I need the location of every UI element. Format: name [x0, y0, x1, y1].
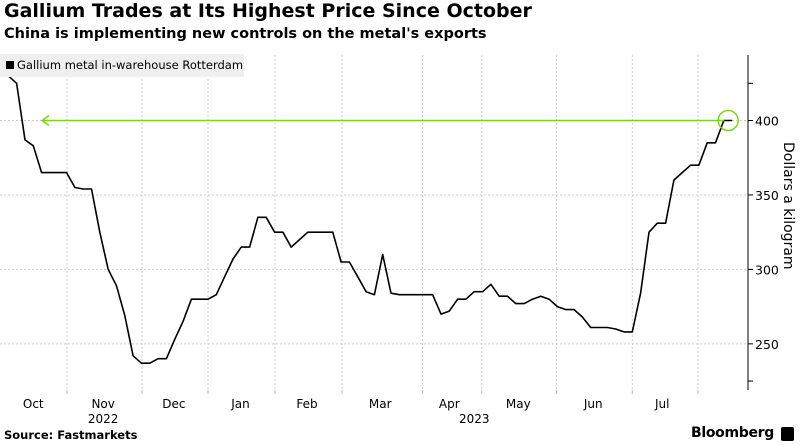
x-year-label: 2023 [459, 412, 490, 426]
legend-swatch [6, 61, 14, 69]
x-tick-label: May [506, 397, 531, 411]
annotation-circle [717, 109, 739, 132]
series-line-gallium [0, 75, 733, 365]
x-year-label: 2022 [88, 412, 119, 426]
y-tick-label: 250 [755, 337, 779, 352]
y-axis-label: Dollars a kilogram [780, 142, 796, 270]
y-tick-label: 400 [755, 114, 779, 129]
x-tick-label: Jun [583, 397, 603, 411]
x-tick-label: Nov [91, 397, 114, 411]
y-tick-label: 350 [755, 188, 779, 203]
chart-title: Gallium Trades at Its Highest Price Sinc… [4, 0, 532, 22]
x-tick-label: Feb [296, 397, 317, 411]
arrow-head-icon [40, 114, 50, 127]
source-note: Source: Fastmarkets [4, 428, 138, 442]
chart-subtitle: China is implementing new controls on th… [4, 26, 487, 42]
bloomberg-logo: Bloomberg [690, 425, 774, 441]
legend: Gallium metal in-warehouse Rotterdam [0, 54, 244, 77]
x-tick-label: Jan [230, 397, 250, 411]
y-tick-label: 300 [755, 262, 779, 277]
legend-label: Gallium metal in-warehouse Rotterdam [17, 58, 244, 72]
x-tick-label: Apr [439, 397, 460, 411]
x-tick-label: Oct [23, 397, 44, 411]
x-tick-label: Mar [369, 397, 392, 411]
x-tick-label: Dec [162, 397, 185, 411]
bloomberg-chart-icon [781, 427, 794, 441]
x-tick-label: Jul [654, 397, 669, 411]
